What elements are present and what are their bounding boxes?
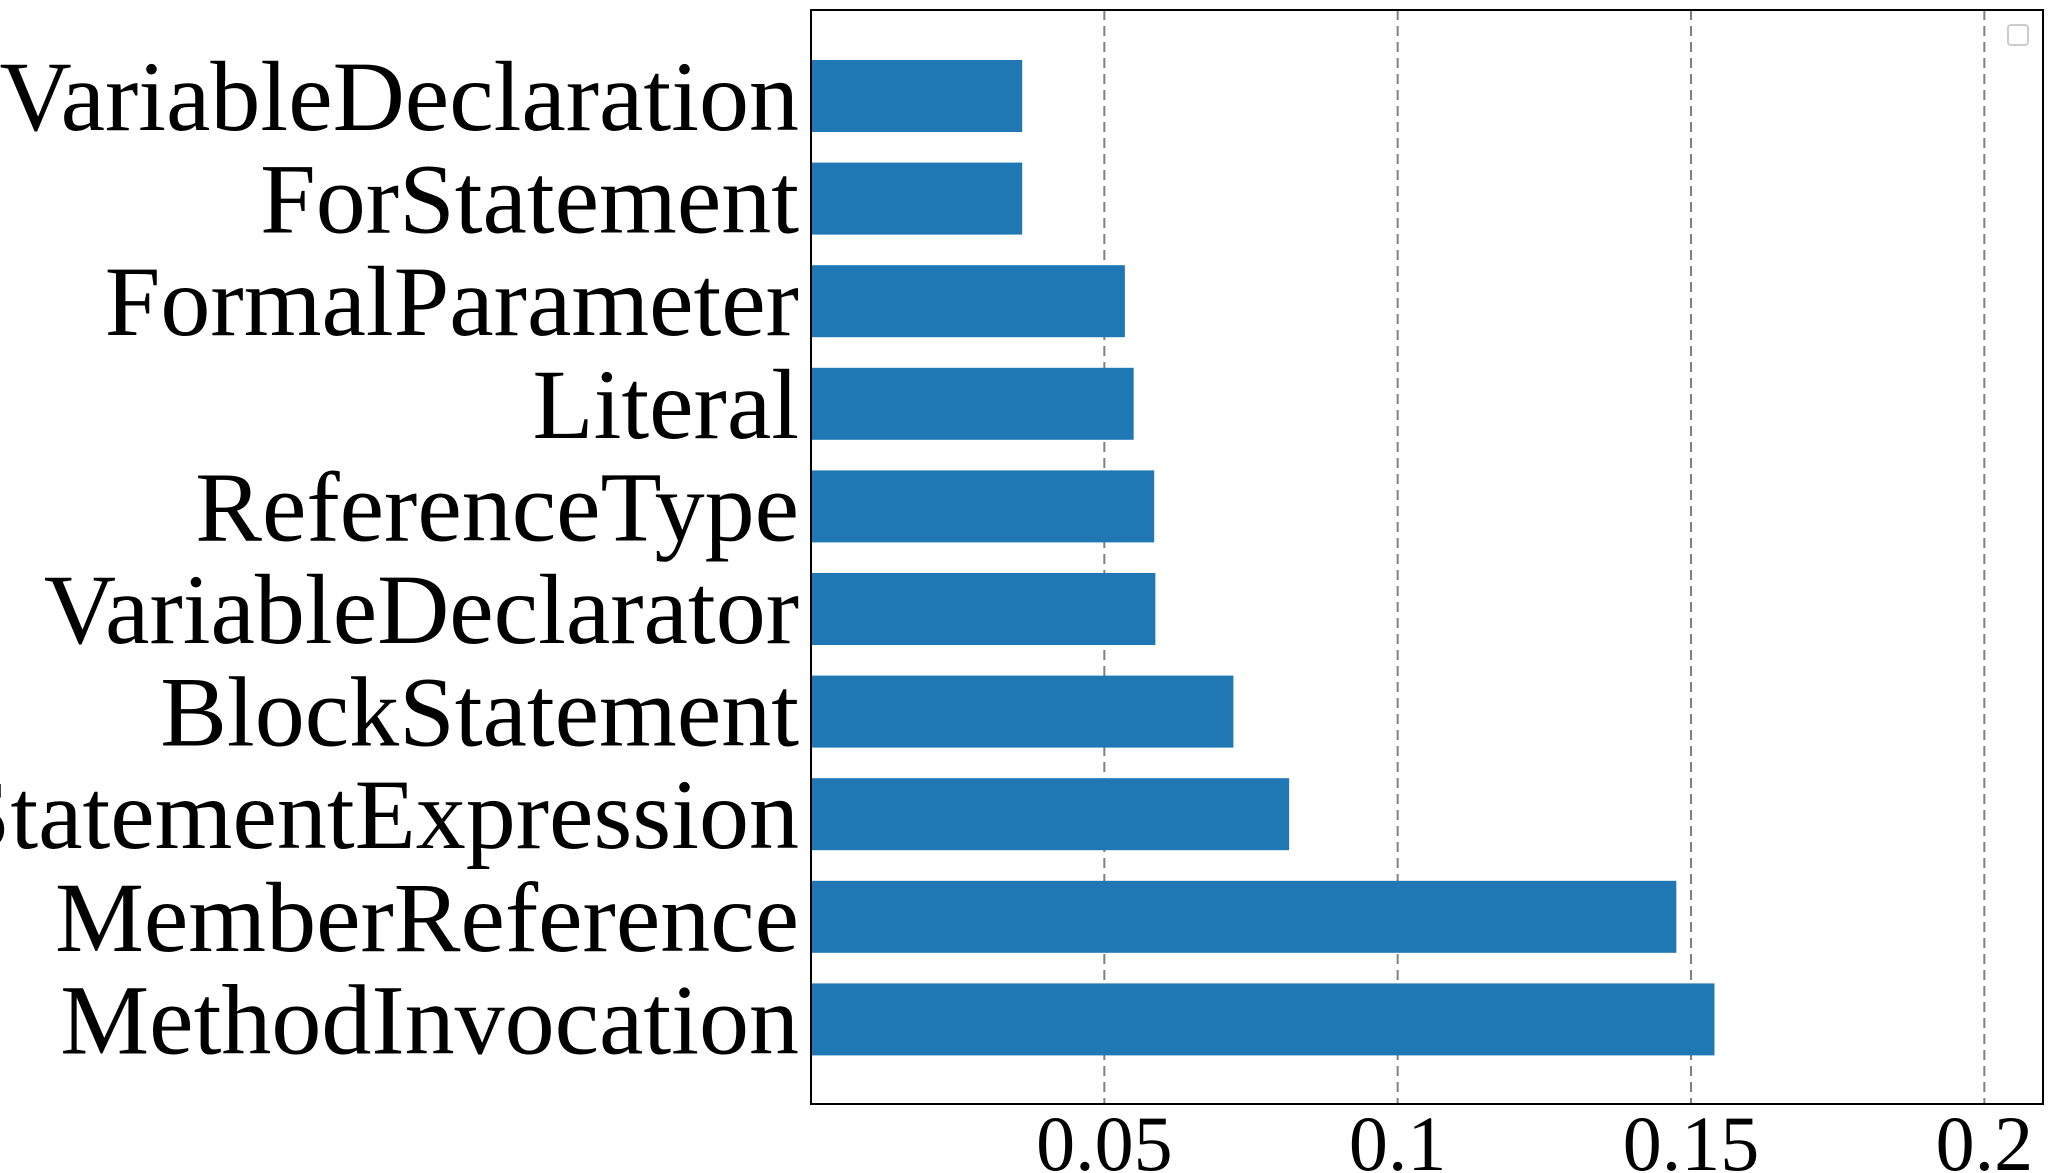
bar-formalparameter — [811, 265, 1125, 338]
category-label: VariableDeclaration — [0, 41, 799, 152]
bar-memberreference — [811, 880, 1677, 953]
category-label: ForStatement — [260, 144, 799, 255]
bar-variabledeclaration — [811, 60, 1023, 132]
bar-variabledeclarator — [811, 573, 1156, 645]
legend-box — [2007, 24, 2029, 46]
bars — [811, 60, 1715, 1056]
category-label: MemberReference — [55, 862, 799, 973]
bar-referencetype — [811, 470, 1155, 543]
x-tick-label: 0.05 — [1036, 1100, 1173, 1173]
category-label: VariableDeclarator — [44, 554, 799, 665]
category-label: FormalParameter — [105, 246, 799, 357]
category-label: MethodInvocation — [60, 964, 799, 1075]
grid-lines — [1103, 10, 1986, 1104]
bar-literal — [811, 367, 1134, 440]
plot-frame — [810, 9, 2044, 1105]
bar-methodinvocation — [811, 983, 1715, 1056]
bar-blockstatement — [811, 675, 1234, 748]
bar-statementexpression — [811, 778, 1290, 851]
category-label: StatementExpression — [0, 759, 799, 870]
x-tick-label: 0.1 — [1349, 1100, 1447, 1173]
category-label: ReferenceType — [195, 451, 799, 562]
x-tick-label: 0.2 — [1936, 1100, 2034, 1173]
x-tick-label: 0.15 — [1623, 1100, 1760, 1173]
category-label: BlockStatement — [160, 657, 799, 768]
category-labels: VariableDeclarationForStatementFormalPar… — [0, 41, 799, 1075]
bar-forstatement — [811, 162, 1023, 235]
x-tick-labels: 0.05 0.1 0.15 0.2 — [1036, 1100, 2033, 1173]
category-label: Literal — [532, 349, 799, 460]
